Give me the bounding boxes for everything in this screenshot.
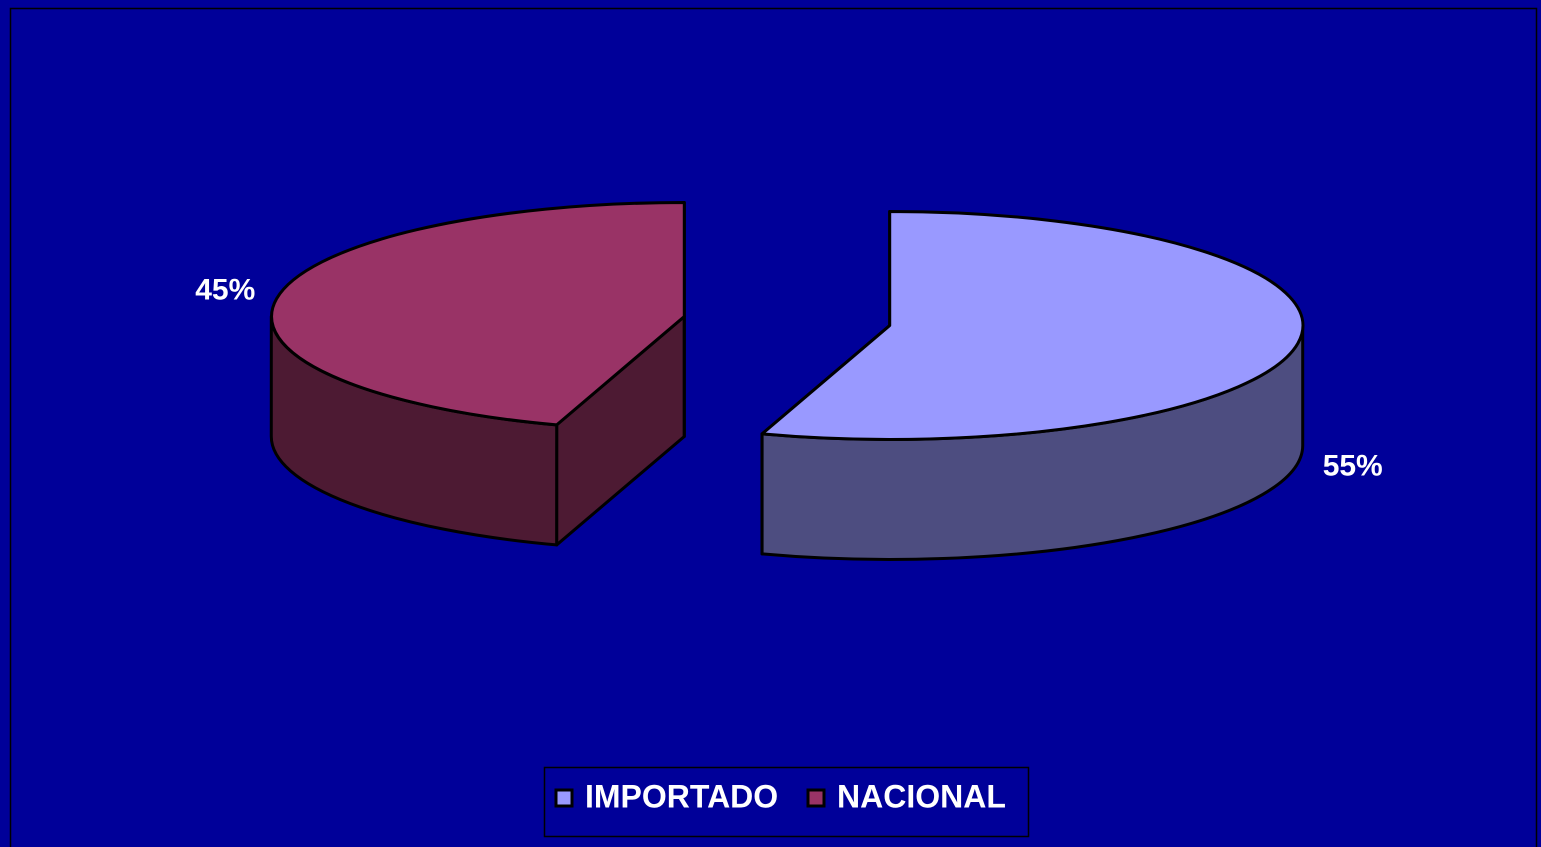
legend: IMPORTADO NACIONAL bbox=[554, 778, 1006, 814]
pie: 55% 45% bbox=[195, 201, 1383, 561]
legend-swatch bbox=[554, 788, 574, 808]
data-label: 45% bbox=[195, 273, 255, 306]
legend-label: NACIONAL bbox=[837, 778, 1006, 814]
legend-box bbox=[543, 766, 1030, 838]
slice-top bbox=[270, 201, 686, 427]
data-label: 55% bbox=[1323, 449, 1383, 482]
legend-swatch bbox=[806, 788, 826, 808]
slice-top bbox=[760, 210, 1305, 441]
legend-label: IMPORTADO bbox=[585, 778, 778, 814]
plot-frame bbox=[9, 7, 1538, 847]
